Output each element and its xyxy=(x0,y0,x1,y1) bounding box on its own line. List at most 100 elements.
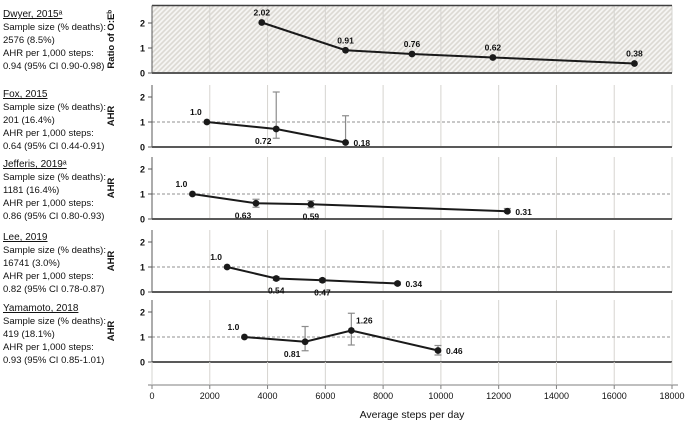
data-point-label: 1.0 xyxy=(210,252,222,262)
study-info-line: AHR per 1,000 steps: xyxy=(3,342,94,353)
x-tick-label: 4000 xyxy=(258,391,278,401)
data-point-label: 0.63 xyxy=(235,210,252,220)
y-tick-label: 1 xyxy=(140,190,145,200)
data-point-label: 0.31 xyxy=(515,207,532,217)
data-line xyxy=(192,193,508,213)
data-point xyxy=(258,19,266,26)
study-name: Lee, 2019 xyxy=(3,232,48,243)
panel-3: 2 1 0 AHR 1.0 0.63 0.59 0.31 xyxy=(106,157,673,225)
study-info-block-2: Fox, 2015 Sample size (% deaths): 201 (16.… xyxy=(3,88,149,153)
y-tick-label: 2 xyxy=(140,238,145,248)
data-point xyxy=(307,200,315,208)
data-point-label: 0.91 xyxy=(337,35,354,45)
data-point-label: 0.76 xyxy=(404,39,421,49)
study-name: Yamamoto, 2018 xyxy=(3,303,79,314)
x-tick-label: 10000 xyxy=(428,391,453,401)
data-point xyxy=(342,139,349,146)
y-tick-label: 2 xyxy=(140,165,145,175)
y-axis-title: AHR xyxy=(106,251,117,272)
panel-1: 2 1 0 Ratio of O:Eᵇ 2.02 0.91 0.76 0.62 0.38 xyxy=(106,4,673,79)
y-tick-label: 2 xyxy=(140,93,145,103)
study-info-line: 16741 (3.0%) xyxy=(3,258,61,269)
data-point-label: 1.0 xyxy=(228,322,240,332)
data-point-label: 0.47 xyxy=(314,287,331,297)
data-point-label: 0.81 xyxy=(284,349,301,359)
data-point xyxy=(189,190,196,198)
data-point-label: 1.26 xyxy=(356,316,373,326)
y-tick-label: 0 xyxy=(140,215,145,225)
y-axis-title: AHR xyxy=(106,178,117,199)
data-point xyxy=(408,50,416,58)
y-tick-label: 1 xyxy=(140,263,145,273)
y-tick-label: 0 xyxy=(140,358,145,368)
data-point-label: 0.34 xyxy=(406,279,423,289)
y-tick-label: 0 xyxy=(140,69,145,79)
data-point xyxy=(223,263,231,271)
study-name: Fox, 2015 xyxy=(3,89,48,100)
data-point xyxy=(434,347,442,354)
data-point xyxy=(272,275,280,282)
study-info-line: 0.82 (95% CI 0.78-0.87) xyxy=(3,284,105,295)
study-info-line: AHR per 1,000 steps: xyxy=(3,48,94,59)
study-info-line: 1181 (16.4%) xyxy=(3,185,60,196)
study-info-line: AHR per 1,000 steps: xyxy=(3,198,94,209)
data-point xyxy=(347,327,355,334)
data-point xyxy=(301,338,309,346)
y-tick-label: 0 xyxy=(140,143,145,153)
data-point xyxy=(252,199,260,207)
panel-2: 2 1 0 AHR 1.0 0.72 0.18 xyxy=(106,85,673,153)
study-info-line: 0.94 (95% CI 0.90-0.98) xyxy=(3,61,105,72)
data-point xyxy=(203,118,211,126)
panel-5: 2 1 0 AHR 1.0 0.81 1.26 0.46 xyxy=(106,300,673,368)
data-point xyxy=(319,276,326,284)
x-tick-label: 14000 xyxy=(544,391,569,401)
data-point xyxy=(241,333,248,341)
y-tick-label: 2 xyxy=(140,19,145,29)
study-info-block-4: Lee, 2019 Sample size (% deaths): 16741 (3… xyxy=(3,231,149,296)
x-tick-label: 6000 xyxy=(315,391,335,401)
study-name: Jefferis, 2019ᵃ xyxy=(3,159,67,170)
study-info-line: AHR per 1,000 steps: xyxy=(3,271,94,282)
data-point xyxy=(272,125,280,133)
data-point-label: 0.54 xyxy=(268,286,285,296)
x-tick-label: 0 xyxy=(149,391,154,401)
study-info-line: 201 (16.4%) xyxy=(3,115,55,126)
data-point xyxy=(342,46,349,54)
study-info-block-5: Yamamoto, 2018 Sample size (% deaths): 419… xyxy=(3,302,149,367)
study-info-line: Sample size (% deaths): xyxy=(3,245,106,256)
study-info-line: 2576 (8.5%) xyxy=(3,35,55,46)
study-info-block-1: Dwyer, 2015ᵃ Sample size (% deaths): 2576 … xyxy=(3,8,149,73)
data-point-label: 2.02 xyxy=(254,8,271,18)
study-info-line: Sample size (% deaths): xyxy=(3,172,106,183)
data-point-label: 0.72 xyxy=(255,136,272,146)
panel-4: 2 1 0 AHR 1.0 0.54 0.47 0.34 xyxy=(106,230,673,298)
data-point-label: 0.59 xyxy=(303,211,320,221)
data-point-label: 0.38 xyxy=(626,49,643,59)
study-info-line: 0.93 (95% CI 0.85-1.01) xyxy=(3,355,105,366)
data-point-label: 0.62 xyxy=(485,43,502,53)
x-tick-label: 16000 xyxy=(602,391,627,401)
x-tick-label: 2000 xyxy=(200,391,220,401)
data-point xyxy=(503,207,511,215)
data-point xyxy=(394,280,401,287)
y-tick-label: 2 xyxy=(140,308,145,318)
study-info-block-3: Jefferis, 2019ᵃ Sample size (% deaths): 11… xyxy=(3,158,149,223)
y-axis-title: AHR xyxy=(106,321,117,342)
x-axis: 0 2000 4000 6000 8000 10000 12000 14000 16000 180… xyxy=(148,362,685,401)
study-info-line: 0.64 (95% CI 0.44-0.91) xyxy=(3,141,105,152)
data-line xyxy=(226,266,398,285)
data-point-label: 1.0 xyxy=(176,179,188,189)
x-tick-label: 12000 xyxy=(486,391,511,401)
y-tick-label: 1 xyxy=(140,333,145,343)
study-info-line: 0.86 (95% CI 0.80-0.93) xyxy=(3,211,105,222)
data-line xyxy=(244,329,439,352)
data-point xyxy=(489,54,497,61)
study-info-line: Sample size (% deaths): xyxy=(3,102,106,113)
study-info-line: Sample size (% deaths): xyxy=(3,316,106,327)
x-tick-label: 18000 xyxy=(659,391,684,401)
y-tick-label: 1 xyxy=(140,118,145,128)
data-point-label: 0.18 xyxy=(354,138,371,148)
data-point-label: 1.0 xyxy=(190,107,202,117)
y-axis-title: Ratio of O:Eᵇ xyxy=(106,10,117,69)
